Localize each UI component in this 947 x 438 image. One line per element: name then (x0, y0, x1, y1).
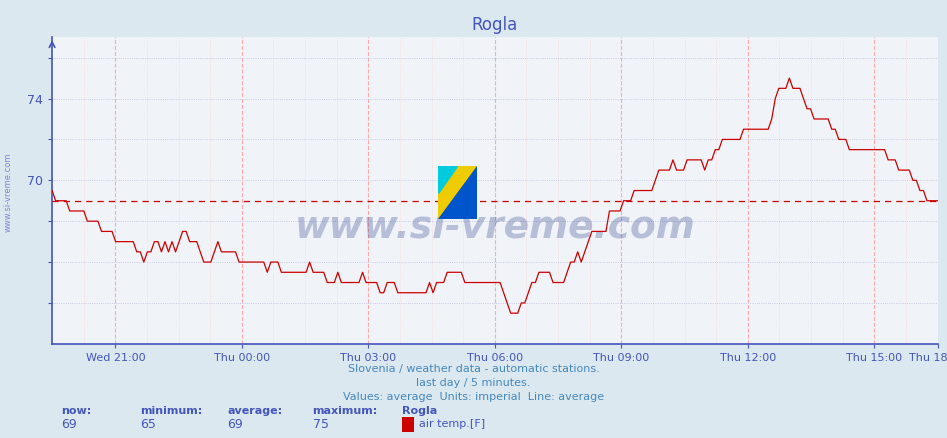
Text: www.si-vreme.com: www.si-vreme.com (295, 209, 695, 245)
Text: maximum:: maximum: (313, 406, 378, 416)
Polygon shape (438, 166, 477, 219)
Text: last day / 5 minutes.: last day / 5 minutes. (417, 378, 530, 388)
Text: average:: average: (227, 406, 282, 416)
Text: 69: 69 (62, 418, 78, 431)
Text: Slovenia / weather data - automatic stations.: Slovenia / weather data - automatic stat… (348, 364, 599, 374)
Text: 65: 65 (140, 418, 156, 431)
Polygon shape (438, 166, 457, 193)
Text: 69: 69 (227, 418, 243, 431)
Text: minimum:: minimum: (140, 406, 203, 416)
Text: now:: now: (62, 406, 92, 416)
Text: air temp.[F]: air temp.[F] (419, 419, 485, 429)
Polygon shape (438, 166, 477, 219)
Text: Values: average  Units: imperial  Line: average: Values: average Units: imperial Line: av… (343, 392, 604, 402)
Title: Rogla: Rogla (472, 16, 518, 34)
Text: www.si-vreme.com: www.si-vreme.com (4, 153, 13, 233)
Text: Rogla: Rogla (402, 406, 438, 416)
Text: 75: 75 (313, 418, 329, 431)
